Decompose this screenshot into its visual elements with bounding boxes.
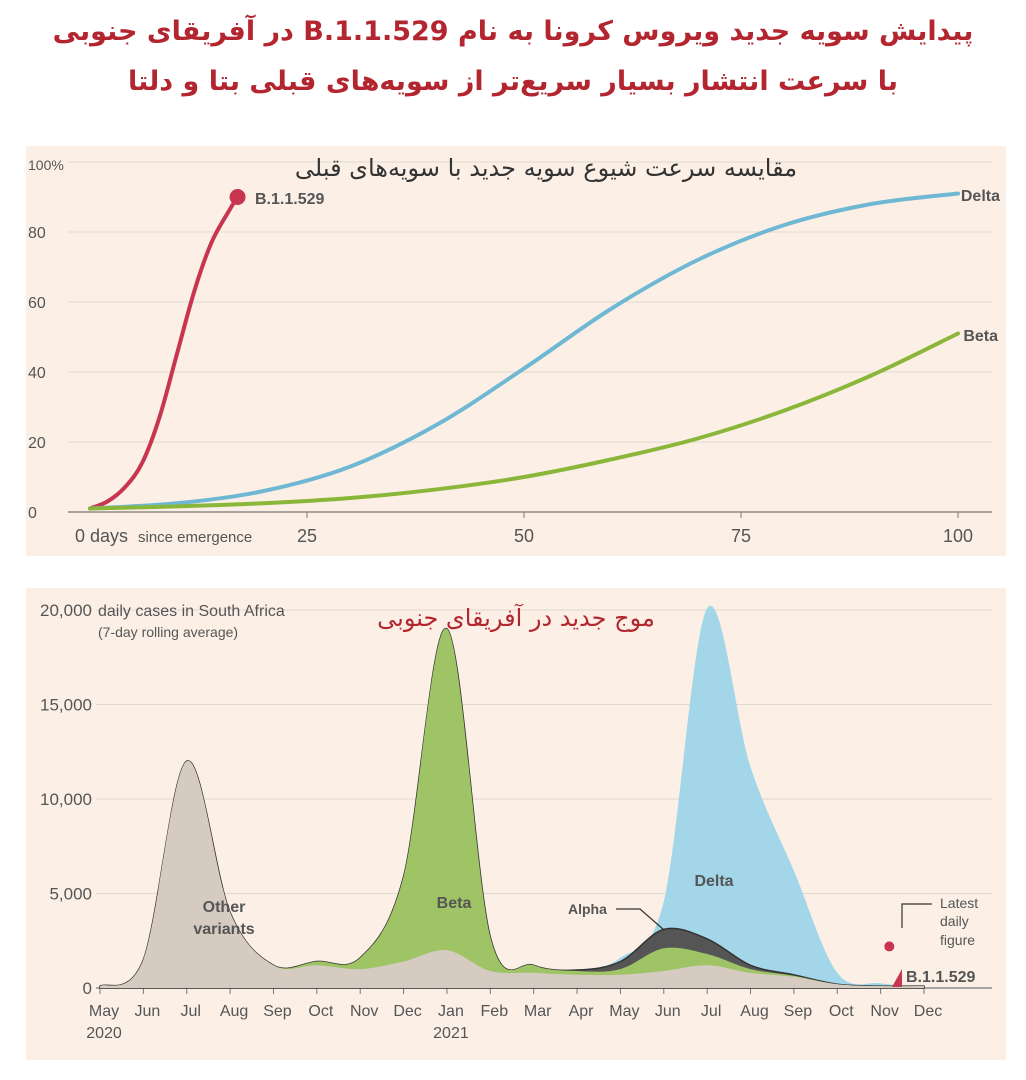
label-alpha: Alpha [568, 901, 607, 917]
cases-chart-title: موج جدید در آفریقای جنوبی [377, 603, 655, 632]
y-tick-label: 20,000 [40, 601, 92, 620]
series-line-b11529 [88, 195, 240, 511]
x-month-label: Jun [134, 1003, 160, 1020]
x-tick-label: 50 [514, 526, 534, 546]
growth-chart-panel: 100% 80 60 40 20 0 25 50 75 100 مقایسه سرعت شیوع… [26, 146, 1006, 556]
cases-chart-panel: 20,000 15,000 10,000 5,000 0 May Jun Jul Aug Sep… [26, 588, 1006, 1060]
series-line-delta [88, 191, 960, 511]
x-axis-label-suffix: since emergence [138, 529, 252, 546]
x-month-label: Jan [438, 1003, 464, 1020]
y-tick-label: 60 [28, 295, 46, 312]
growth-chart: 100% 80 60 40 20 0 25 50 75 100 مقایسه سرعت شیوع… [28, 154, 1000, 546]
y-tick-label: 20 [28, 435, 46, 452]
label-delta: Delta [694, 873, 733, 890]
x-month-label: Dec [914, 1003, 942, 1020]
headline-line-2: با سرعت انتشار بسیار سریع‌تر از سویه‌های… [127, 66, 899, 97]
x-month-label: Sep [263, 1003, 292, 1020]
alpha-leader-line [616, 908, 665, 931]
latest-label-3: figure [940, 932, 975, 948]
growth-chart-title: مقایسه سرعت شیوع سویه جدید با سویه‌های ق… [295, 154, 797, 182]
x-month-label: Aug [740, 1003, 768, 1020]
x-month-label: Feb [481, 1003, 509, 1020]
series-label-b11529: B.1.1.529 [255, 191, 324, 208]
x-tick-label: 25 [297, 526, 317, 546]
x-month-label: Sep [784, 1003, 813, 1020]
y-axis-label: daily cases in South Africa [98, 603, 285, 620]
x-month-label: Nov [350, 1003, 378, 1020]
y-tick-label: 0 [83, 979, 92, 998]
x-year-label: 2021 [433, 1025, 469, 1042]
x-month-label: Apr [569, 1003, 595, 1020]
x-tick-label: 75 [731, 526, 751, 546]
y-tick-label: 100% [28, 157, 64, 173]
area-other-variants [100, 760, 924, 988]
b11529-end-point [229, 189, 246, 205]
x-month-label: Oct [308, 1003, 333, 1020]
x-month-label: Nov [870, 1003, 898, 1020]
cases-chart: 20,000 15,000 10,000 5,000 0 May Jun Jul Aug Sep… [40, 601, 992, 1042]
label-other-variants-2: variants [193, 921, 254, 938]
series-label-delta: Delta [961, 188, 1000, 205]
y-tick-label: 5,000 [49, 885, 92, 904]
y-tick-label: 15,000 [40, 696, 92, 715]
y-tick-label: 10,000 [40, 790, 92, 809]
x-axis-label-prefix: 0 days [75, 526, 128, 546]
label-b11529: B.1.1.529 [906, 969, 975, 986]
latest-daily-figure-dot [884, 941, 895, 952]
b11529-marker [892, 969, 902, 987]
y-axis-sublabel: (7-day rolling average) [98, 624, 238, 640]
x-month-label: Jun [655, 1003, 681, 1020]
latest-leader-line [901, 903, 932, 928]
latest-label-1: Latest [940, 895, 978, 911]
series-label-beta: Beta [963, 328, 998, 345]
x-month-label: Mar [524, 1003, 552, 1020]
x-month-label: May [609, 1003, 639, 1020]
x-month-label: May [89, 1003, 119, 1020]
x-month-label: Aug [220, 1003, 248, 1020]
label-other-variants-1: Other [203, 899, 246, 916]
x-month-label: Jul [701, 1003, 721, 1020]
y-tick-label: 0 [28, 505, 37, 522]
x-month-label: Jul [181, 1003, 201, 1020]
x-year-label: 2020 [86, 1025, 122, 1042]
y-tick-label: 40 [28, 365, 46, 382]
area-delta [100, 605, 924, 988]
x-month-label: Dec [393, 1003, 421, 1020]
label-beta: Beta [437, 895, 472, 912]
y-tick-label: 80 [28, 225, 46, 242]
headline-line-1: پیدایش سویه جدید ویروس کرونا به نام B.1.… [52, 16, 974, 47]
series-line-beta [88, 331, 960, 511]
x-tick-label: 100 [943, 526, 973, 546]
latest-label-2: daily [940, 913, 969, 929]
x-month-label: Oct [829, 1003, 854, 1020]
